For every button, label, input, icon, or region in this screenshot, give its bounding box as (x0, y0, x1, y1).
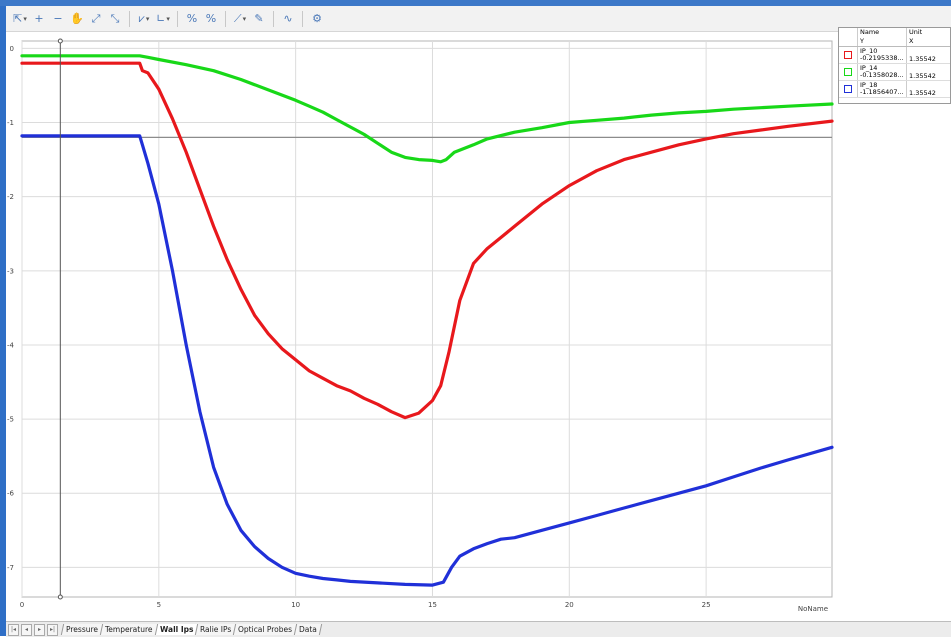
chart-toolbar: ⇱ ▾ + − ✋ ⤢ ⤡ ⩗ ▾ ∟ ▾%% ⟋ ▾ ✎ ∿ ⚙ (6, 6, 951, 32)
series-color-swatch[interactable] (839, 64, 857, 80)
toolbar-separator (177, 10, 178, 27)
marker-icon[interactable]: % (186, 12, 198, 25)
cursor-pen-icon[interactable]: ✎ (254, 12, 264, 25)
x-axis-label: NoName (798, 605, 828, 613)
last-tab-button[interactable]: ▸| (47, 623, 58, 636)
tab-temperature[interactable]: Temperature (99, 624, 157, 635)
tab-optical-probes[interactable]: Optical Probes (233, 624, 297, 635)
y-tick-label: 0 (10, 45, 14, 53)
tab-wall-ips[interactable]: Wall Ips (154, 624, 198, 635)
cursor-handle-bottom[interactable] (57, 594, 63, 600)
dropdown-arrow-icon[interactable]: ▾ (145, 14, 150, 23)
plot-frame (21, 40, 833, 598)
dropdown-arrow-icon[interactable]: ▾ (242, 14, 247, 23)
window-title-bar (0, 0, 951, 6)
y-tick-label: -5 (7, 416, 14, 424)
sheet-tab-bar: |◂ ◂ ▸ ▸| Pressure Temperature Wall Ips … (6, 621, 951, 637)
toolbar-separator (302, 10, 303, 27)
axes-icon[interactable]: ∟ ▾ (156, 12, 170, 25)
legend-entry-ip14[interactable]: IP_14 -0.1358028... 1.35542 (839, 64, 950, 81)
left-window-border (0, 6, 6, 636)
legend-series-name: IP_18 (860, 81, 878, 89)
prev-tab-button[interactable]: ◂ (21, 623, 32, 636)
line-chart[interactable]: 0 5 10 15 20 25 0 -1 -2 -3 -4 -5 -6 -7 NoName (6, 33, 836, 618)
legend-header-y: Y (857, 37, 906, 46)
cursor-select-icon[interactable]: ⇱ ▾ (13, 12, 27, 25)
legend-header-row: Name Unit (839, 28, 950, 37)
cursor-handle-top[interactable] (57, 38, 63, 44)
legend-header-x: X (906, 37, 949, 46)
series-color-swatch[interactable] (839, 47, 857, 63)
curve-fit-icon[interactable]: ∿ (283, 12, 293, 25)
legend-series-value: -1.1856407... (860, 88, 904, 96)
legend-entry-ip18[interactable]: IP_18 -1.1856407... 1.35542 (839, 81, 950, 98)
next-tab-button[interactable]: ▸ (34, 623, 45, 636)
legend-series-x: 1.35542 (906, 47, 949, 63)
toolbar-separator (129, 10, 130, 27)
y-tick-label: -2 (7, 193, 14, 201)
legend-entry-ip10[interactable]: IP_10 -0.2195338... 1.35542 (839, 47, 950, 64)
legend-series-value: -0.2195338... (860, 54, 904, 62)
x-tick-label: 20 (565, 601, 574, 609)
y-tick-label: -1 (7, 119, 14, 127)
marker-remove-icon[interactable]: % (205, 12, 217, 25)
series-color-swatch[interactable] (839, 81, 857, 97)
pan-hand-icon[interactable]: ✋ (70, 12, 84, 25)
x-tick-label: 5 (157, 601, 161, 609)
series-line (20, 54, 834, 164)
legend-series-name: IP_14 (860, 64, 878, 72)
legend-header-unit: Unit (906, 28, 949, 37)
x-tick-label: 0 (20, 601, 24, 609)
plot-area[interactable]: 0 5 10 15 20 25 0 -1 -2 -3 -4 -5 -6 -7 NoName (6, 33, 836, 618)
legend-subheader-row: Y X (839, 37, 950, 47)
legend-series-x: 1.35542 (906, 64, 949, 80)
first-tab-button[interactable]: |◂ (8, 623, 19, 636)
y-tick-label: -7 (7, 564, 14, 572)
legend-table[interactable]: Name Unit Y X IP_10 -0.2195338... 1.3554… (838, 27, 951, 104)
x-tick-label: 15 (428, 601, 437, 609)
zoom-box-icon[interactable]: ⤢ (91, 11, 101, 25)
zoom-out-icon[interactable]: − (53, 12, 63, 25)
dropdown-arrow-icon[interactable]: ▾ (23, 14, 27, 23)
dropdown-arrow-icon[interactable]: ▾ (166, 14, 170, 23)
tab-ralie-ips[interactable]: Ralie IPs (194, 624, 236, 635)
cursor-line-icon[interactable]: ⟋ ▾ (233, 11, 247, 25)
y-tick-label: -4 (7, 341, 15, 349)
x-tick-label: 25 (702, 601, 711, 609)
legend-series-name: IP_10 (860, 47, 878, 55)
series-line (20, 134, 834, 587)
tab-pressure[interactable]: Pressure (60, 624, 103, 635)
settings-icon[interactable]: ⚙ (312, 12, 322, 25)
tab-data[interactable]: Data (294, 624, 323, 635)
toolbar-separator (225, 10, 226, 27)
y-tick-label: -3 (7, 267, 14, 275)
chart-type-icon[interactable]: ⩗ ▾ (138, 11, 150, 25)
legend-header-name: Name (857, 28, 906, 37)
y-tick-label: -6 (7, 490, 15, 498)
zoom-extents-icon[interactable]: ⤡ (110, 11, 120, 25)
legend-series-x: 1.35542 (906, 81, 949, 97)
series-line (20, 61, 834, 420)
legend-series-value: -0.1358028... (860, 71, 904, 79)
toolbar-separator (273, 10, 274, 27)
x-tick-label: 10 (291, 601, 300, 609)
zoom-in-icon[interactable]: + (34, 12, 44, 25)
